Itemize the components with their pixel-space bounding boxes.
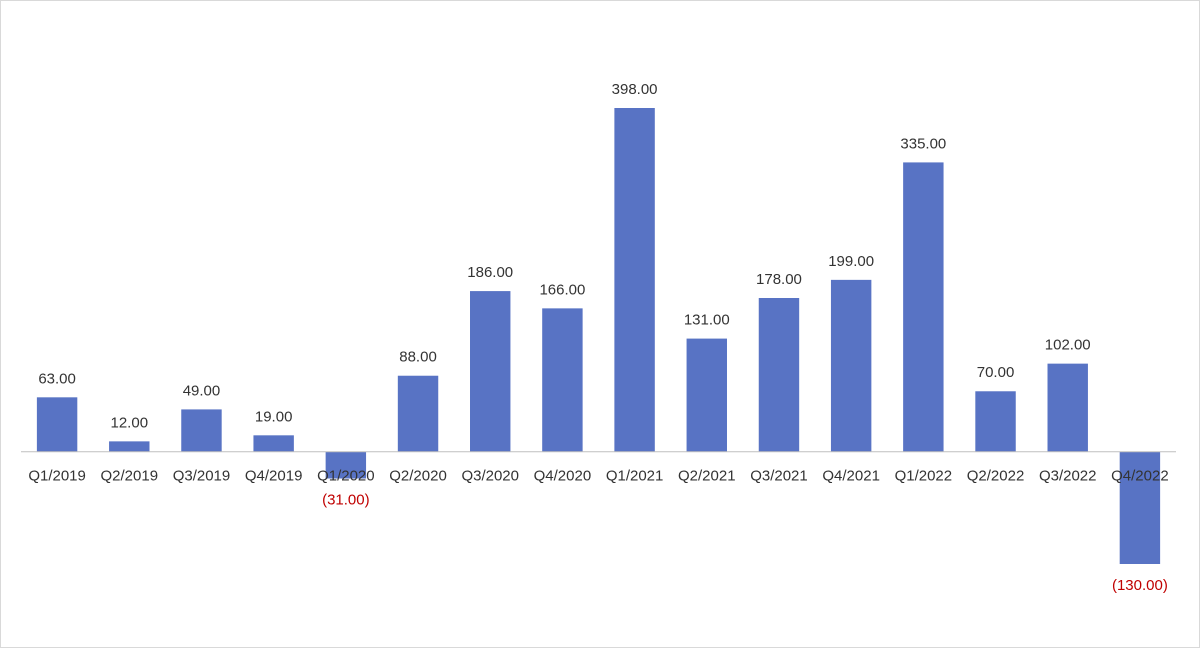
bar: [470, 291, 511, 452]
x-tick-label: Q2/2022: [967, 468, 1025, 485]
data-label: 102.00: [1045, 337, 1091, 354]
bar: [253, 435, 294, 452]
x-tick-label: Q3/2020: [461, 468, 519, 485]
bar: [1119, 451, 1161, 564]
data-label: 12.00: [111, 414, 149, 431]
data-label: 19.00: [255, 408, 293, 425]
bar: [830, 279, 872, 452]
bar: [758, 298, 800, 452]
bar: [36, 397, 78, 452]
bar: [975, 391, 1016, 452]
x-tick-label: Q1/2021: [606, 468, 664, 485]
data-label: 63.00: [38, 370, 76, 387]
data-label: (31.00): [322, 491, 370, 508]
x-tick-label: Q3/2019: [173, 468, 231, 485]
bar: [542, 308, 583, 452]
x-tick-label: Q4/2019: [245, 468, 303, 485]
data-label: 70.00: [977, 364, 1015, 381]
x-tick-label: Q1/2022: [895, 468, 953, 485]
data-label: 186.00: [467, 264, 513, 281]
x-tick-label: Q4/2021: [822, 468, 880, 485]
x-tick-label: Q1/2020: [317, 468, 375, 485]
bar: [325, 451, 367, 479]
bar: [109, 441, 150, 452]
data-label: 199.00: [828, 253, 874, 270]
x-tick-label: Q2/2020: [389, 468, 447, 485]
data-label: 335.00: [900, 135, 946, 152]
x-tick-label: Q2/2019: [101, 468, 159, 485]
data-label: 166.00: [539, 281, 585, 298]
bar: [397, 375, 439, 452]
data-label: 88.00: [399, 349, 437, 366]
x-tick-label: Q4/2020: [534, 468, 592, 485]
x-tick-label: Q3/2021: [750, 468, 808, 485]
x-tick-label: Q1/2019: [28, 468, 86, 485]
bar: [1047, 363, 1088, 452]
data-label: (130.00): [1112, 577, 1168, 594]
x-tick-label: Q4/2022: [1111, 468, 1169, 485]
data-label: 178.00: [756, 271, 802, 288]
x-tick-label: Q3/2022: [1039, 468, 1097, 485]
data-label: 131.00: [684, 312, 730, 329]
bar: [903, 162, 944, 452]
bar: [181, 409, 222, 452]
bar: [614, 108, 655, 452]
data-label: 49.00: [183, 382, 221, 399]
data-label: 398.00: [612, 81, 658, 98]
bar: [686, 338, 727, 452]
x-tick-label: Q2/2021: [678, 468, 736, 485]
